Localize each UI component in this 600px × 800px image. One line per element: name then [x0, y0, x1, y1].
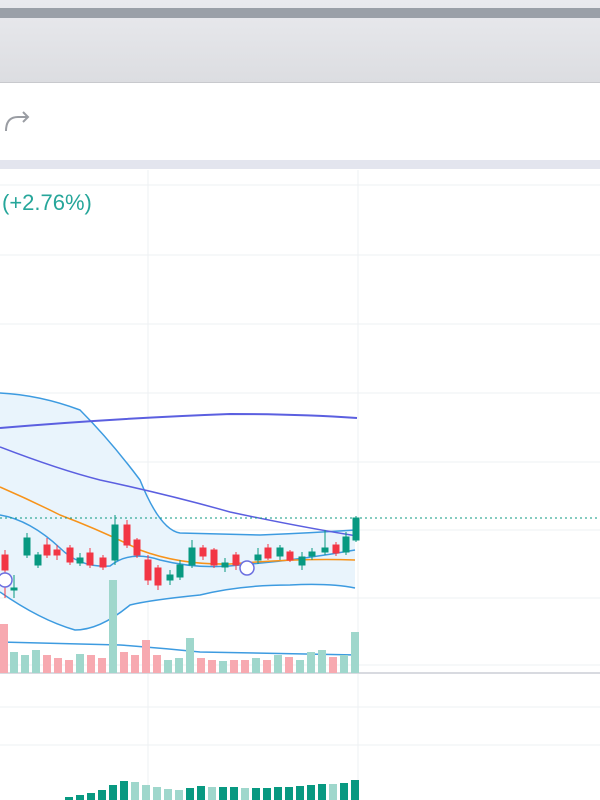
marker	[239, 560, 255, 576]
basis	[0, 514, 356, 568]
separator	[0, 160, 600, 169]
oscillator	[65, 780, 359, 800]
candles	[1, 515, 360, 598]
redo-button[interactable]	[0, 83, 40, 160]
band-fill	[0, 393, 355, 630]
price-change: (+2.76%)	[2, 190, 92, 215]
ma-mid	[0, 446, 358, 537]
volume-ma	[0, 641, 358, 656]
redo-icon	[5, 111, 30, 132]
toolbar	[0, 83, 600, 160]
lower-band	[0, 583, 356, 631]
top-strip	[0, 8, 600, 18]
volume	[0, 580, 359, 673]
ma-long	[0, 412, 358, 429]
top-bar	[0, 0, 600, 83]
upper-band	[0, 392, 356, 536]
marker	[0, 572, 13, 588]
ma-orange	[0, 486, 356, 565]
